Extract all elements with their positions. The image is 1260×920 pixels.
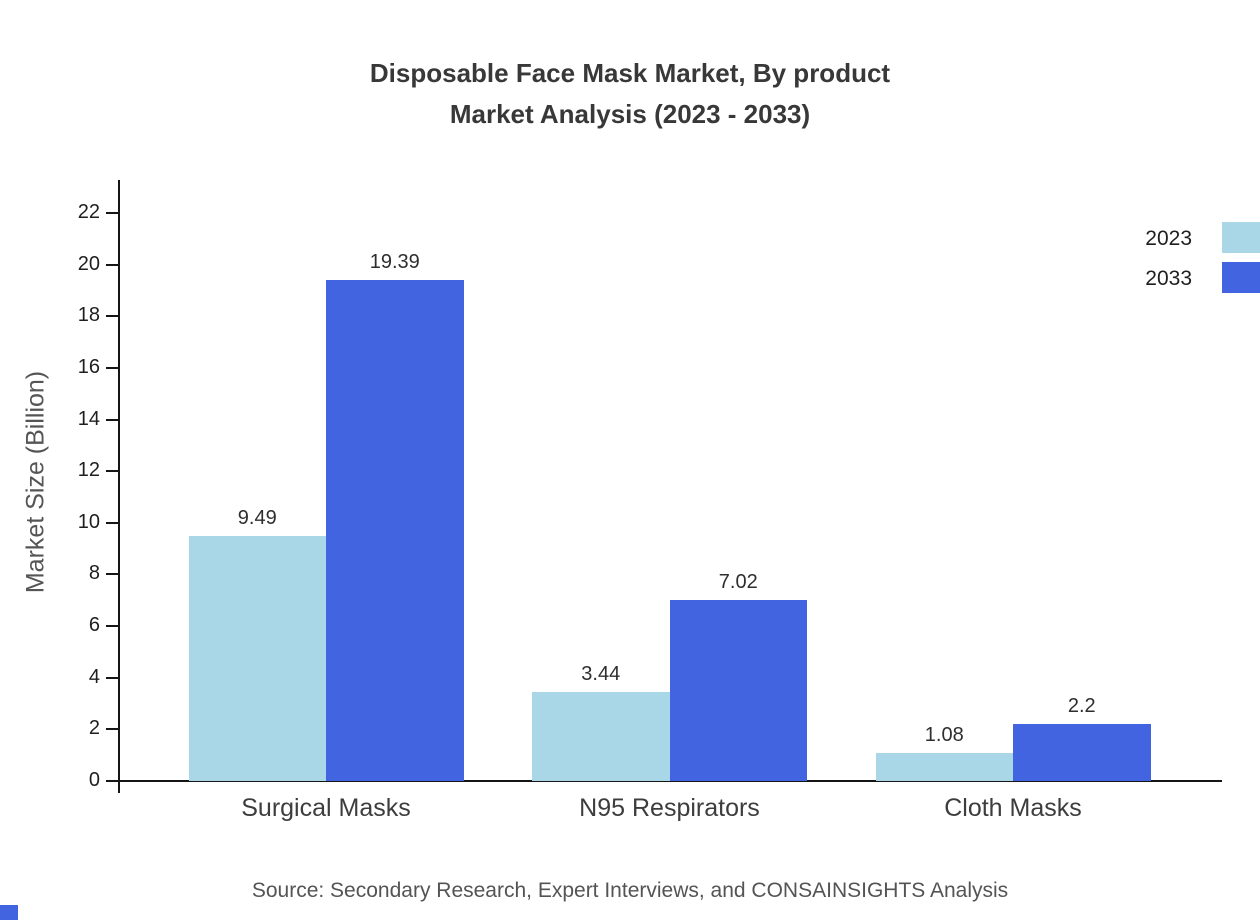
y-tick-mark [106, 780, 120, 782]
legend-swatch-2023 [1222, 222, 1260, 253]
y-tick-label: 0 [88, 769, 100, 791]
bar-2023-cloth-masks [875, 753, 1013, 781]
y-tick-mark [106, 263, 120, 266]
y-axis-line [118, 180, 120, 793]
legend-label-2033: 2033 [1145, 267, 1192, 290]
y-tick-label: 6 [88, 614, 100, 637]
y-tick-label: 18 [77, 304, 100, 327]
y-tick-label: 14 [77, 407, 100, 430]
y-tick-label: 12 [77, 459, 100, 482]
y-tick-mark [106, 625, 120, 628]
bar-2023-surgical-masks [188, 535, 326, 781]
y-tick-label: 2 [88, 717, 100, 740]
corner-accent [0, 905, 18, 920]
source-note: Source: Secondary Research, Expert Inter… [251, 879, 1009, 902]
y-tick-mark [106, 418, 120, 421]
y-tick-label: 16 [77, 355, 100, 378]
bar-value-label: 1.08 [924, 724, 964, 747]
y-tick-mark [106, 573, 120, 576]
bar-2033-surgical-masks [326, 280, 464, 781]
y-tick-mark [106, 315, 120, 318]
x-category-label: N95 Respirators [579, 794, 760, 822]
bar-2033-cloth-masks [1013, 724, 1151, 781]
y-tick-label: 4 [88, 665, 100, 688]
y-tick-label: 8 [88, 562, 100, 585]
chart-title: Disposable Face Mask Market, By product … [0, 53, 1260, 135]
y-tick-label: 10 [77, 510, 100, 533]
bar-value-label: 19.39 [369, 251, 420, 274]
y-tick-mark [106, 728, 120, 731]
y-tick-mark [106, 470, 120, 473]
y-tick-mark [106, 676, 120, 679]
y-tick-mark [106, 521, 120, 524]
x-category-label: Surgical Masks [241, 794, 411, 822]
bar-value-label: 2.2 [1067, 695, 1096, 718]
bar-value-label: 7.02 [718, 570, 758, 593]
bar-2023-n95-respirators [532, 692, 670, 781]
legend-label-2023: 2023 [1145, 227, 1192, 250]
bar-value-label: 9.49 [237, 506, 277, 529]
x-category-label: Cloth Masks [944, 794, 1082, 822]
chart-title-line2: Market Analysis (2023 - 2033) [449, 99, 811, 129]
bar-2033-n95-respirators [669, 599, 807, 781]
y-tick-mark [106, 212, 120, 214]
bar-value-label: 3.44 [581, 663, 621, 686]
y-tick-label: 20 [77, 252, 100, 275]
legend-swatch-2033 [1222, 262, 1260, 293]
y-tick-mark [106, 366, 120, 369]
chart-title-line1: Disposable Face Mask Market, By product [369, 58, 891, 88]
y-tick-label: 22 [77, 201, 100, 223]
x-axis-line [108, 780, 1222, 782]
